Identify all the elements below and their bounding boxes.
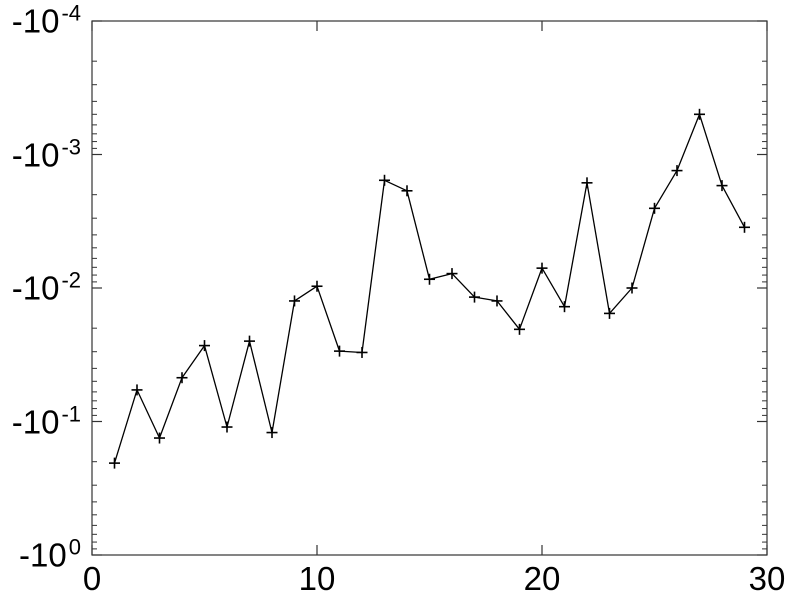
y-tick-label-base: -10 bbox=[11, 403, 60, 440]
y-tick-label: -100 bbox=[0, 536, 81, 574]
y-tick-label-exponent: -4 bbox=[61, 0, 81, 26]
y-tick-label-exponent: 0 bbox=[68, 534, 81, 560]
x-tick-label: 10 bbox=[298, 560, 336, 597]
y-tick-label-exponent: -2 bbox=[61, 267, 81, 293]
y-tick-label-exponent: -1 bbox=[61, 401, 81, 426]
y-tick-label: -10-4 bbox=[0, 2, 81, 40]
y-tick-label-base: -10 bbox=[11, 2, 60, 40]
data-line bbox=[113, 113, 746, 464]
y-tick-label-base: -10 bbox=[11, 136, 60, 173]
y-tick-label-base: -10 bbox=[11, 269, 60, 307]
plot-box bbox=[91, 20, 768, 556]
y-tick-label: -10-1 bbox=[0, 403, 81, 440]
y-tick-label-exponent: -3 bbox=[61, 134, 81, 159]
y-tick-label-base: -10 bbox=[19, 536, 67, 574]
y-tick-label: -10-2 bbox=[0, 269, 81, 307]
x-tick-label: 30 bbox=[748, 560, 786, 597]
x-tick-label: 20 bbox=[523, 560, 561, 597]
y-tick-label: -10-3 bbox=[0, 136, 81, 173]
x-tick-label: 0 bbox=[82, 560, 102, 597]
